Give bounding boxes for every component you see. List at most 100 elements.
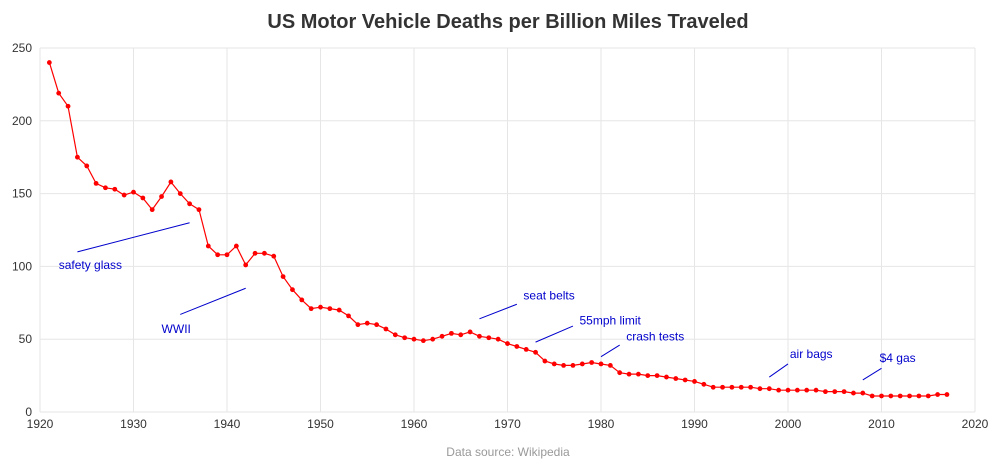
data-point: [692, 379, 697, 384]
data-point: [832, 389, 838, 395]
data-point: [430, 336, 436, 342]
data-point: [804, 387, 810, 393]
data-point: [187, 201, 193, 207]
y-tick-label: 0: [25, 405, 32, 419]
x-tick-label: 1980: [588, 417, 615, 431]
data-point: [215, 252, 221, 258]
data-point: [841, 389, 847, 395]
data-point: [748, 384, 753, 390]
data-point: [411, 336, 417, 342]
data-point: [766, 386, 772, 392]
data-point: [897, 393, 903, 399]
data-point: [346, 313, 351, 319]
data-point: [205, 243, 211, 249]
data-point: [495, 336, 501, 342]
data-point: [121, 192, 127, 198]
data-point: [514, 344, 520, 349]
data-point: [196, 207, 202, 213]
data-point: [355, 322, 361, 328]
data-point: [252, 250, 258, 256]
data-point: [308, 306, 314, 312]
data-point: [851, 390, 856, 396]
data-point: [682, 377, 688, 383]
data-point: [159, 194, 164, 199]
data-point: [439, 333, 445, 339]
x-tick-label: 1990: [681, 417, 708, 431]
data-point: [224, 252, 230, 258]
source-note: Data source: Wikipedia: [446, 445, 570, 459]
data-point: [131, 189, 136, 195]
data-point: [402, 335, 408, 341]
annotation-label: $4 gas: [880, 351, 916, 365]
data-point: [664, 374, 669, 380]
data-point: [785, 387, 791, 393]
data-point: [299, 297, 305, 303]
annotation-line: [180, 287, 246, 315]
data-point: [56, 90, 62, 96]
data-point: [907, 393, 912, 399]
data-point: [935, 392, 940, 397]
data-point: [607, 363, 613, 368]
data-point: [149, 207, 155, 213]
data-point: [710, 384, 716, 390]
data-point: [262, 250, 267, 256]
y-tick-label: 250: [12, 41, 32, 55]
data-point: [823, 389, 828, 395]
data-point: [233, 243, 239, 249]
data-point: [477, 333, 482, 339]
data-point: [794, 387, 800, 393]
data-point: [140, 195, 146, 201]
data-point: [879, 393, 884, 399]
x-tick-label: 2020: [962, 417, 989, 431]
data-point: [598, 361, 604, 367]
data-point: [112, 186, 118, 192]
data-point: [720, 384, 725, 390]
data-point: [65, 103, 71, 109]
data-point: [290, 287, 295, 293]
data-point: [505, 341, 510, 346]
data-point: [327, 306, 333, 312]
data-point: [103, 185, 108, 191]
y-tick-label: 200: [12, 114, 32, 128]
annotation-label: WWII: [162, 322, 191, 336]
data-point: [486, 335, 492, 341]
data-point: [654, 373, 660, 378]
data-point: [561, 363, 566, 368]
y-tick-label: 100: [12, 259, 32, 273]
data-point: [813, 387, 819, 393]
data-point: [738, 384, 744, 390]
x-tick-label: 1960: [401, 417, 428, 431]
data-point: [449, 330, 454, 336]
annotation-label: crash tests: [626, 329, 684, 343]
x-tick-label: 1930: [120, 417, 147, 431]
annotation-label: seat belts: [523, 289, 574, 303]
grid: [39, 47, 976, 413]
data-point: [383, 326, 389, 332]
x-tick-label: 1950: [307, 417, 334, 431]
annotation-line: [535, 325, 574, 343]
data-point: [589, 360, 595, 365]
chart-title: US Motor Vehicle Deaths per Billion Mile…: [267, 11, 748, 33]
y-tick-label: 150: [12, 187, 32, 201]
data-point: [757, 386, 763, 392]
data-point: [944, 392, 950, 397]
annotations: safety glass WWII seat belts 55mph limit cra…: [59, 222, 916, 381]
x-tick-label: 2000: [775, 417, 802, 431]
data-point: [75, 154, 80, 160]
data-point: [925, 393, 931, 399]
data-point: [318, 304, 323, 310]
annotation-line: [600, 344, 620, 358]
data-point: [168, 179, 174, 185]
x-tick-label: 1940: [214, 417, 241, 431]
data-point: [570, 363, 576, 368]
data-point: [542, 358, 548, 364]
data-point: [701, 381, 707, 387]
annotation-line: [77, 222, 190, 253]
data-point: [626, 371, 632, 377]
data-point: [467, 329, 473, 335]
x-tick-label: 1970: [494, 417, 521, 431]
data-point: [645, 373, 651, 378]
data-point: [280, 274, 286, 279]
annotation-line: [769, 363, 789, 378]
